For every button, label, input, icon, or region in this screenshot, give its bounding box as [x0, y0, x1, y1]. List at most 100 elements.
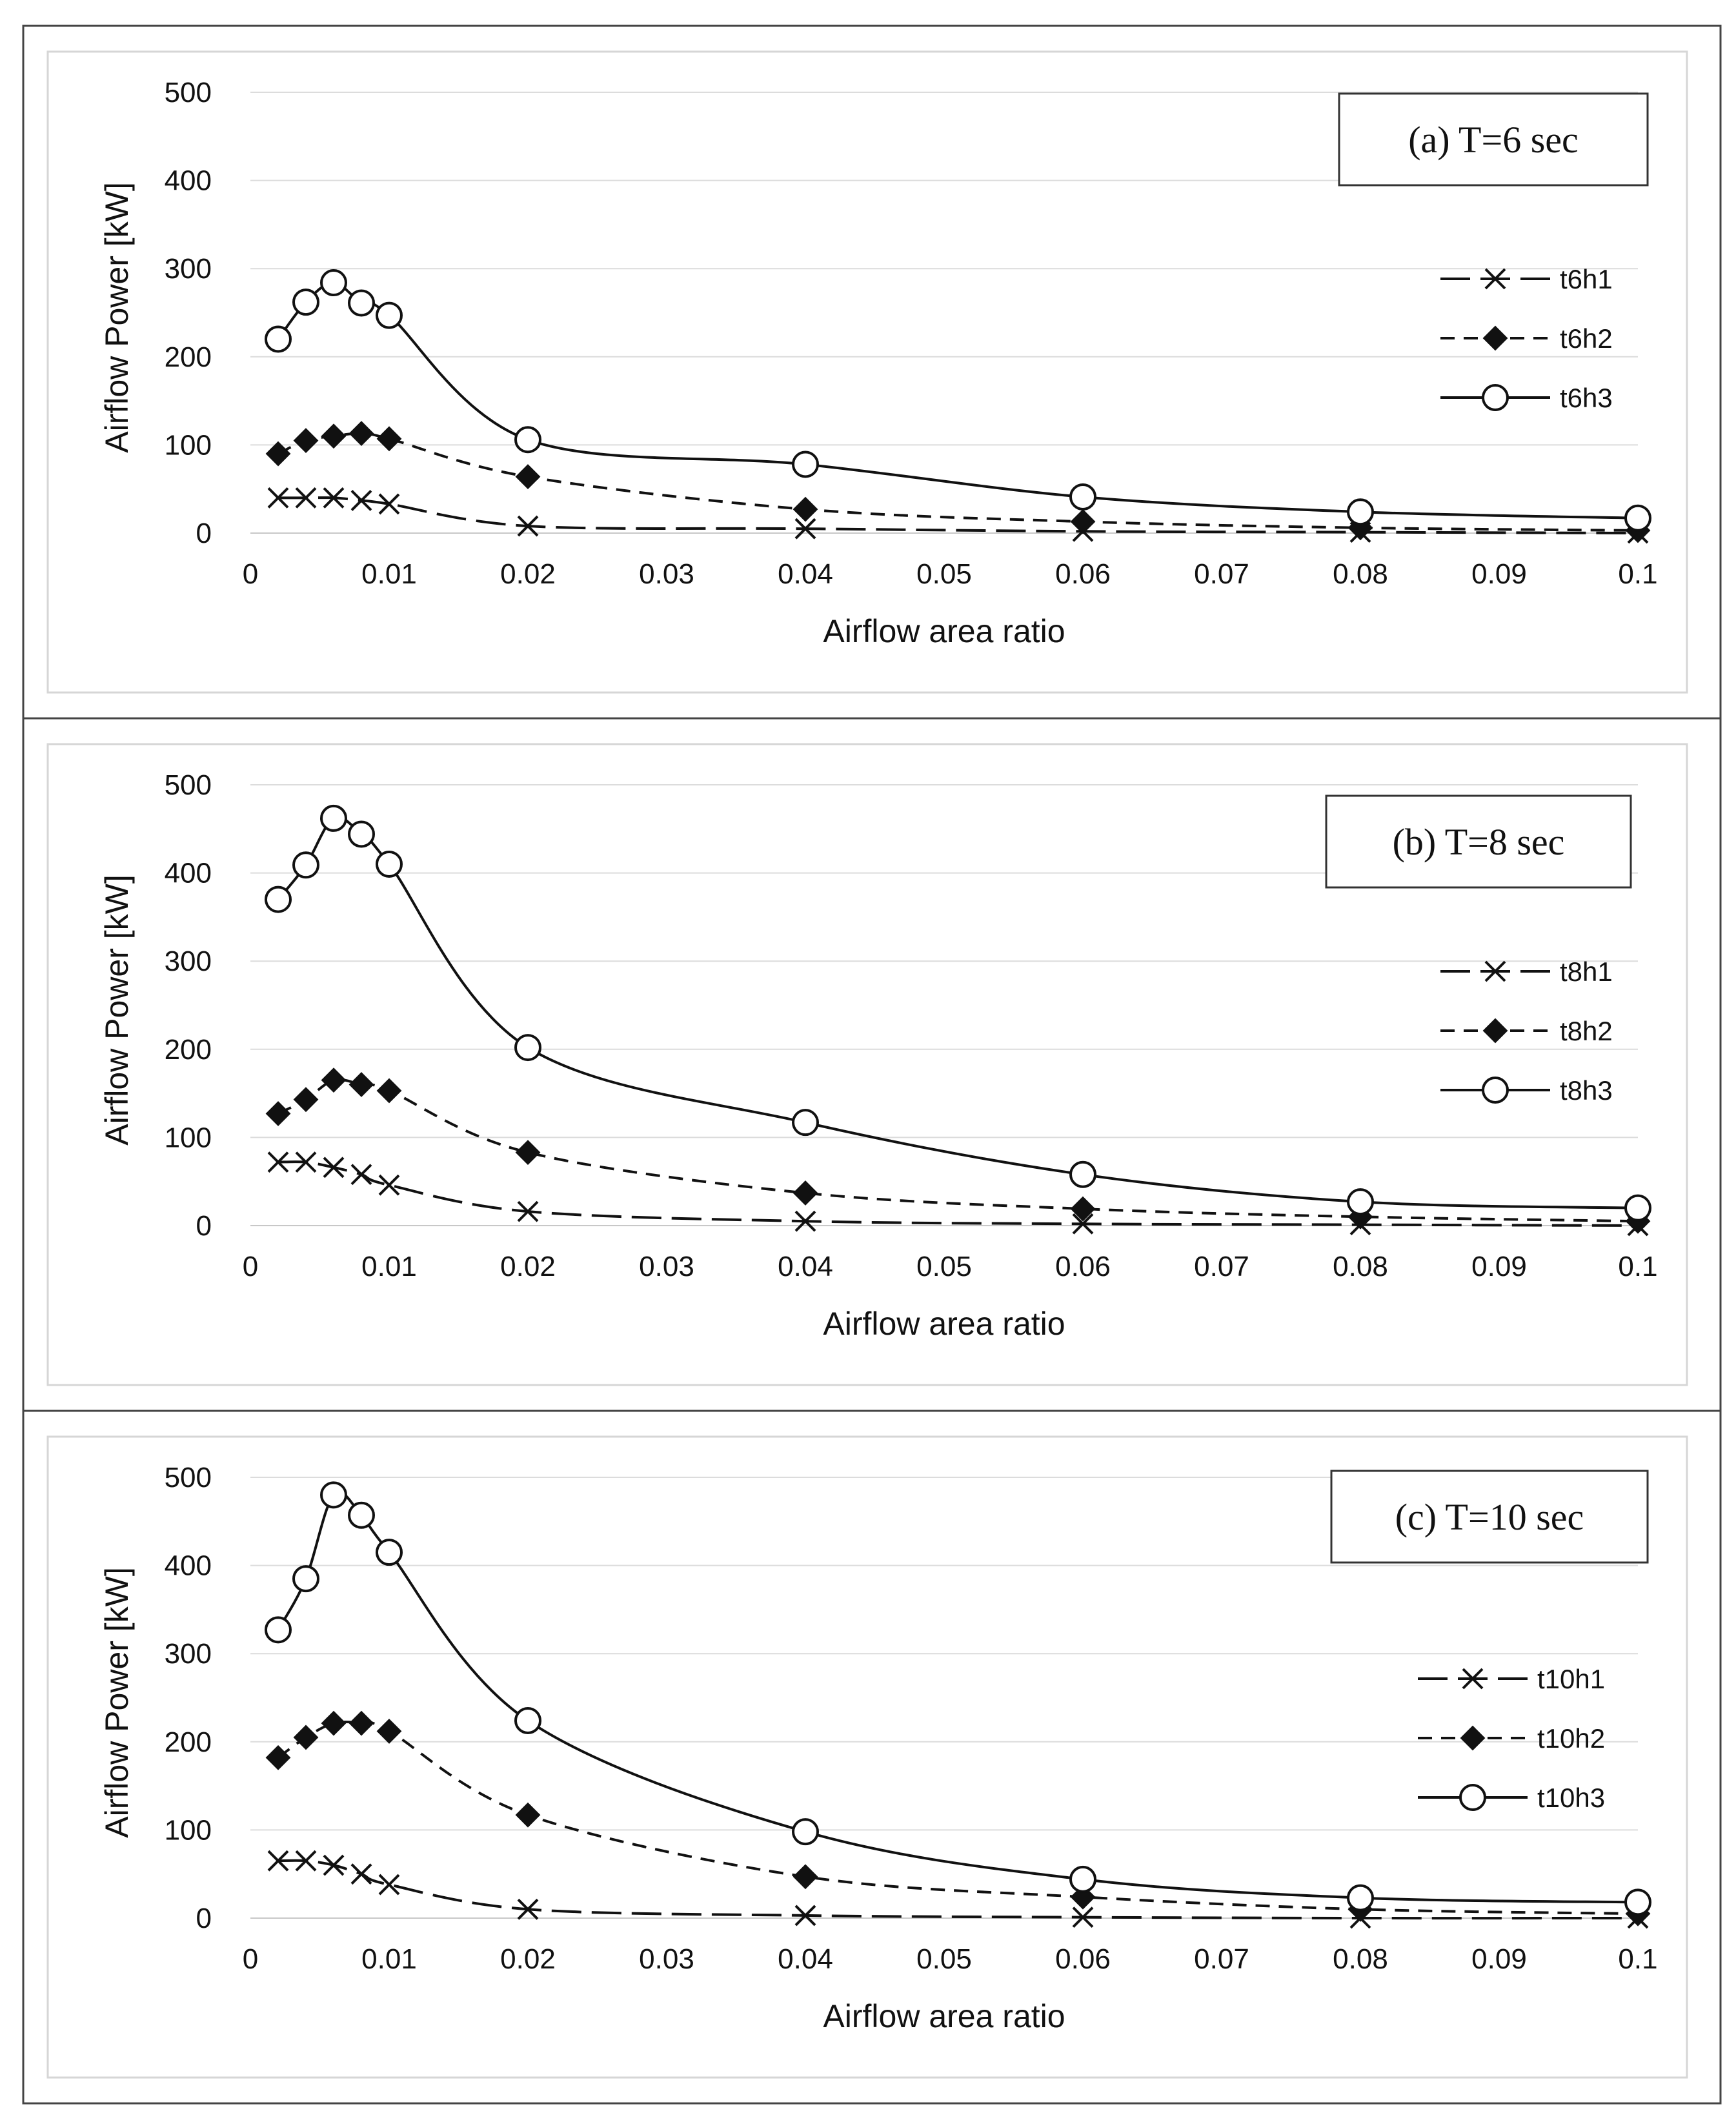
data-point-t8h3: [320, 804, 347, 832]
data-point-t8h2: [376, 1078, 402, 1104]
data-point-t10h3: [292, 1565, 319, 1593]
x-tick-label: 0.02: [500, 558, 556, 590]
data-point-t8h1: [295, 1151, 317, 1173]
legend-marker-t8h2: [1482, 1018, 1508, 1044]
x-tick-label: 0.01: [361, 1943, 417, 1975]
figure-frame: [22, 25, 1722, 2105]
y-axis-label: Airflow Power [kW]: [99, 182, 135, 453]
data-point-t6h2: [515, 464, 541, 489]
data-point-t10h2: [515, 1802, 541, 1828]
x-tick-label: 0.04: [778, 1943, 833, 1975]
data-point-t10h3: [1624, 1888, 1651, 1916]
x-tick-label: 0.1: [1618, 558, 1657, 590]
x-tick-label: 0.08: [1333, 1251, 1388, 1282]
y-tick-label: 300: [165, 946, 212, 977]
series-t6h2: [265, 421, 1651, 543]
data-point-t6h1: [267, 487, 289, 509]
series-t8h1: [267, 1151, 1649, 1237]
data-point-t6h2: [321, 423, 347, 449]
x-tick-label: 0.01: [361, 558, 417, 590]
data-point-t6h3: [1624, 504, 1651, 532]
y-tick-label: 200: [165, 1726, 212, 1758]
y-tick-label: 400: [165, 858, 212, 889]
data-point-t6h3: [1069, 483, 1096, 511]
data-point-t10h2: [348, 1710, 374, 1736]
series-line-t10h1: [278, 1859, 1639, 1920]
data-point-t10h1: [295, 1850, 317, 1872]
x-tick-label: 0.07: [1194, 558, 1249, 590]
series-line-t8h2: [278, 1078, 1639, 1223]
data-point-t8h3: [1347, 1188, 1374, 1216]
legend-label-t6h3: t6h3: [1560, 383, 1613, 413]
series-t10h2: [265, 1710, 1651, 1927]
data-point-t8h3: [514, 1034, 541, 1062]
x-tick-label: 0.09: [1471, 1943, 1527, 1975]
title-box: [1338, 92, 1649, 187]
chart-panel-1: 0 100 200 300 400 500 0 0.01 0.02 0.03 0.04 0.05 0.0…: [46, 50, 1688, 694]
x-tick-label: 0.1: [1618, 1943, 1657, 1975]
legend-marker-t8h1: [1484, 960, 1506, 982]
data-point-t6h3: [320, 269, 347, 297]
data-point-t8h2: [321, 1067, 347, 1093]
data-point-t10h1: [517, 1898, 539, 1920]
data-point-t8h2: [515, 1140, 541, 1166]
x-tick-label: 0.03: [639, 1943, 694, 1975]
data-point-t6h1: [378, 493, 400, 515]
data-point-t8h2: [792, 1180, 818, 1206]
data-point-t6h2: [348, 421, 374, 447]
data-point-t6h1: [323, 487, 345, 509]
y-tick-label: 400: [165, 1550, 212, 1582]
data-point-t10h2: [265, 1745, 291, 1770]
chart-panel-2: 0 100 200 300 400 500 0 0.01 0.02 0.03 0.04 0.05 0.0…: [23, 717, 1721, 1386]
data-point-t8h3: [348, 820, 375, 848]
series-t8h2: [265, 1067, 1651, 1234]
data-point-t8h1: [378, 1174, 400, 1196]
data-point-t6h1: [295, 487, 317, 509]
data-point-t10h3: [376, 1539, 403, 1566]
legend-marker-t6h1: [1484, 268, 1506, 290]
x-tick-label: 0.08: [1333, 1943, 1388, 1975]
x-tick-label: 0.02: [500, 1251, 556, 1282]
series-t10h3: [265, 1481, 1651, 1916]
series-line-t6h2: [278, 432, 1639, 532]
data-point-t6h1: [794, 518, 816, 540]
data-point-t8h1: [350, 1164, 372, 1186]
x-tick-label: 0: [243, 558, 258, 590]
data-point-t8h3: [792, 1109, 819, 1137]
x-tick-label: 0.08: [1333, 558, 1388, 590]
x-axis-label: Airflow area ratio: [823, 613, 1065, 649]
x-tick-label: 0.06: [1055, 1943, 1111, 1975]
panel-title: (a) T=6 sec: [1408, 119, 1579, 161]
data-point-t10h3: [320, 1481, 347, 1509]
legend-label-t8h3: t8h3: [1560, 1075, 1613, 1106]
data-point-t10h2: [376, 1718, 402, 1744]
chart-panel-3: 0 100 200 300 400 500 0 0.01 0.02 0.03 0.04 0.05 0.0…: [23, 1410, 1721, 2079]
chart-area-border: [46, 50, 1688, 694]
data-point-t10h1: [378, 1874, 400, 1896]
y-tick-label: 0: [196, 1210, 212, 1242]
series-line-t8h1: [278, 1160, 1639, 1227]
data-point-t6h2: [265, 441, 291, 467]
data-point-t8h3: [1069, 1160, 1096, 1188]
data-point-t10h3: [514, 1707, 541, 1735]
data-point-t6h3: [792, 450, 819, 478]
y-tick-label: 200: [165, 1034, 212, 1066]
legend-label-t10h2: t10h2: [1537, 1723, 1605, 1754]
y-tick-label: 400: [165, 165, 212, 197]
x-tick-label: 0: [243, 1251, 258, 1282]
series-line-t6h1: [278, 496, 1639, 534]
x-tick-label: 0.09: [1471, 1251, 1527, 1282]
legend-label-t8h1: t8h1: [1560, 956, 1613, 987]
x-tick-label: 0.1: [1618, 1251, 1657, 1282]
x-tick-label: 0.07: [1194, 1943, 1249, 1975]
legend-label-t6h2: t6h2: [1560, 323, 1613, 354]
data-point-t8h1: [323, 1157, 345, 1178]
data-point-t6h2: [376, 426, 402, 452]
x-tick-label: 0: [243, 1943, 258, 1975]
x-tick-label: 0.05: [916, 1251, 972, 1282]
data-point-t10h3: [792, 1818, 819, 1846]
legend-label-t8h2: t8h2: [1560, 1016, 1613, 1046]
data-point-t10h2: [792, 1864, 818, 1890]
series-t6h3: [265, 269, 1651, 532]
